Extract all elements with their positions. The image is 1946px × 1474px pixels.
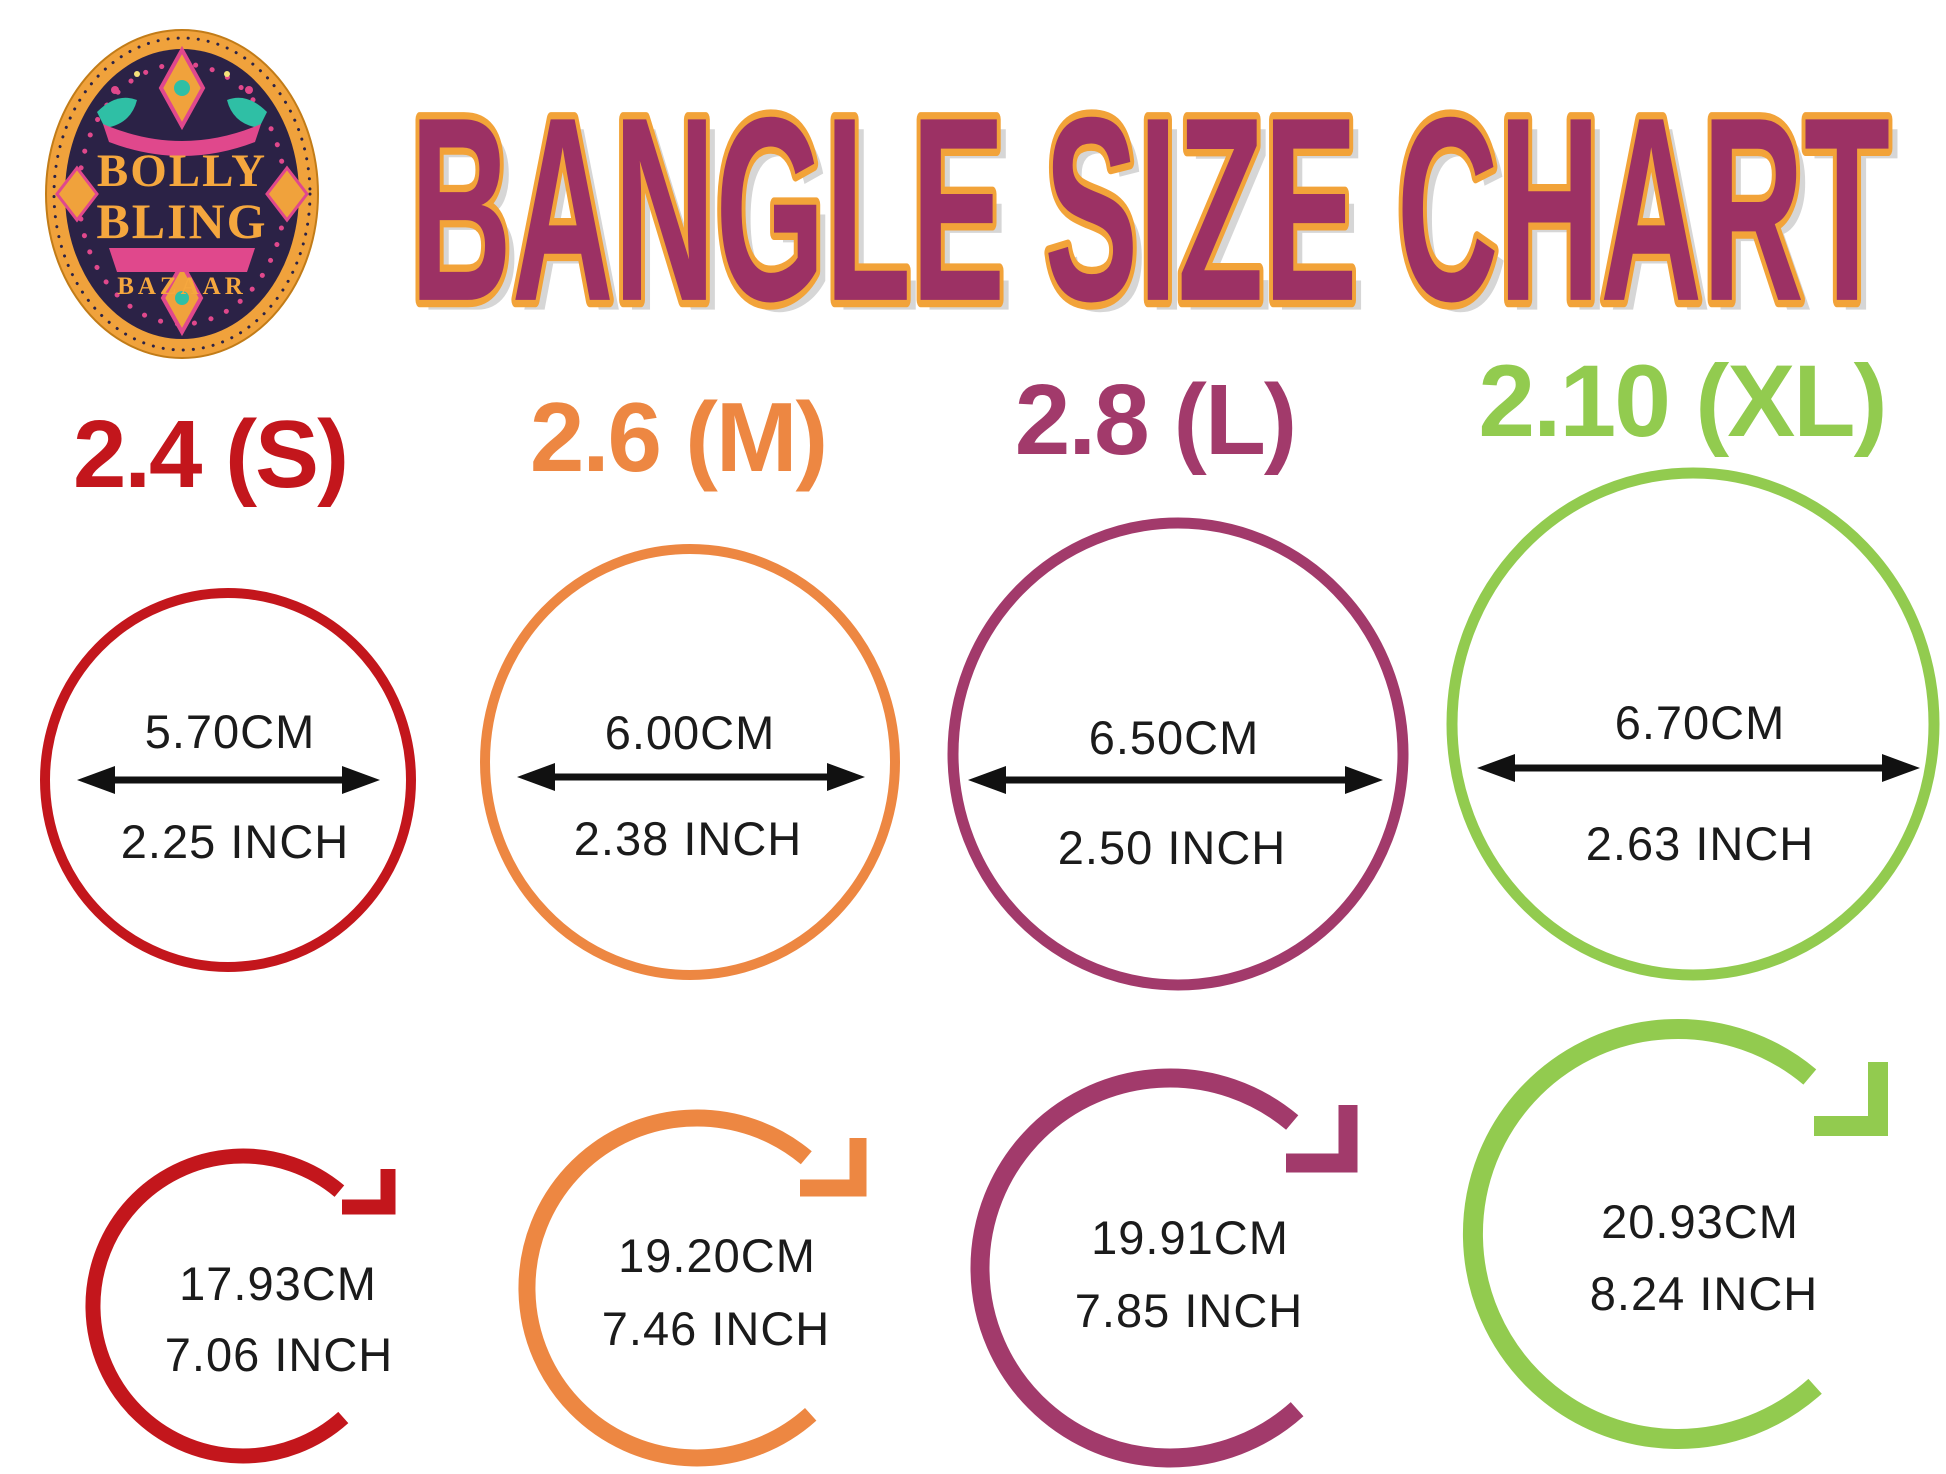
circumference-arc-s: 17.93CM 7.06 INCH bbox=[85, 1148, 396, 1464]
page-title-shadow: BANGLE SIZE CHART bbox=[419, 72, 1899, 365]
size-label-l: 2.8 (L) bbox=[1015, 364, 1295, 476]
logo-word-bazaar: BAZAAR bbox=[117, 273, 247, 300]
diameter-circle-xl: 6.70CM 2.63 INCH bbox=[1446, 467, 1940, 981]
logo-dot bbox=[134, 71, 140, 77]
arc-arrowhead-s bbox=[342, 1169, 396, 1215]
diameter-inch-m: 2.38 INCH bbox=[574, 812, 802, 865]
logo-word-bolly: BOLLY bbox=[97, 145, 267, 197]
arc-arrowhead-xl bbox=[1814, 1062, 1888, 1136]
diameter-circle-l: 6.50CM 2.50 INCH bbox=[947, 517, 1409, 991]
logo-banner-ribbon bbox=[109, 248, 255, 272]
circumference-cm-l: 19.91CM bbox=[1091, 1211, 1289, 1264]
diameter-inch-xl: 2.63 INCH bbox=[1586, 817, 1814, 870]
brand-logo: BOLLY BLING BAZAAR bbox=[45, 29, 319, 359]
diameter-arrow-s bbox=[77, 766, 380, 794]
diameter-cm-m: 6.00CM bbox=[605, 706, 776, 759]
diameter-cm-xl: 6.70CM bbox=[1615, 696, 1786, 749]
circumference-cm-s: 17.93CM bbox=[179, 1257, 377, 1310]
diameter-inch-s: 2.25 INCH bbox=[121, 815, 349, 868]
size-label-xl: 2.10 (XL) bbox=[1478, 344, 1885, 458]
logo-leaf-right bbox=[227, 97, 267, 128]
circumference-arc-m: 19.20CM 7.46 INCH bbox=[518, 1109, 867, 1467]
circumference-arc-xl: 20.93CM 8.24 INCH bbox=[1462, 1018, 1888, 1449]
circumference-inch-xl: 8.24 INCH bbox=[1590, 1267, 1818, 1320]
diameter-arrow-l bbox=[968, 766, 1383, 794]
circumference-inch-l: 7.85 INCH bbox=[1075, 1284, 1303, 1337]
circumference-inch-m: 7.46 INCH bbox=[602, 1302, 830, 1355]
diameter-circle-m: 6.00CM 2.38 INCH bbox=[480, 544, 900, 980]
diameter-circle-s: 5.70CM 2.25 INCH bbox=[40, 588, 416, 972]
diameter-arrow-m bbox=[517, 763, 865, 791]
diameter-inch-l: 2.50 INCH bbox=[1058, 821, 1286, 874]
logo-dotted-rim bbox=[52, 36, 312, 352]
arc-arrowhead-m bbox=[800, 1138, 867, 1197]
size-label-s: 2.4 (S) bbox=[73, 401, 347, 508]
logo-leaf-left bbox=[97, 97, 137, 128]
logo-left-diamond bbox=[55, 165, 99, 223]
page-title: BANGLE SIZE CHART bbox=[410, 63, 1890, 356]
diameter-arrow-xl bbox=[1477, 754, 1920, 782]
circumference-cm-xl: 20.93CM bbox=[1601, 1195, 1799, 1248]
arc-arrowhead-l bbox=[1286, 1105, 1358, 1173]
circumference-cm-m: 19.20CM bbox=[618, 1229, 816, 1282]
diameter-cm-l: 6.50CM bbox=[1089, 711, 1260, 764]
page-title-group: BANGLE SIZE CHART BANGLE SIZE CHART bbox=[403, 56, 1899, 366]
circumference-arc-l: 19.91CM 7.85 INCH bbox=[970, 1068, 1358, 1468]
logo-dot bbox=[224, 71, 230, 77]
logo-top-ribbon bbox=[103, 124, 261, 156]
logo-top-diamond-gem bbox=[174, 80, 190, 96]
circumference-inch-s: 7.06 INCH bbox=[165, 1328, 393, 1381]
logo-bottom-diamond-gem bbox=[175, 291, 189, 305]
logo-word-bling: BLING bbox=[96, 193, 267, 249]
size-label-m: 2.6 (M) bbox=[530, 382, 826, 492]
logo-dot bbox=[111, 86, 119, 94]
diameter-cm-s: 5.70CM bbox=[145, 705, 316, 758]
logo-right-diamond bbox=[265, 165, 309, 223]
logo-dot bbox=[245, 86, 253, 94]
